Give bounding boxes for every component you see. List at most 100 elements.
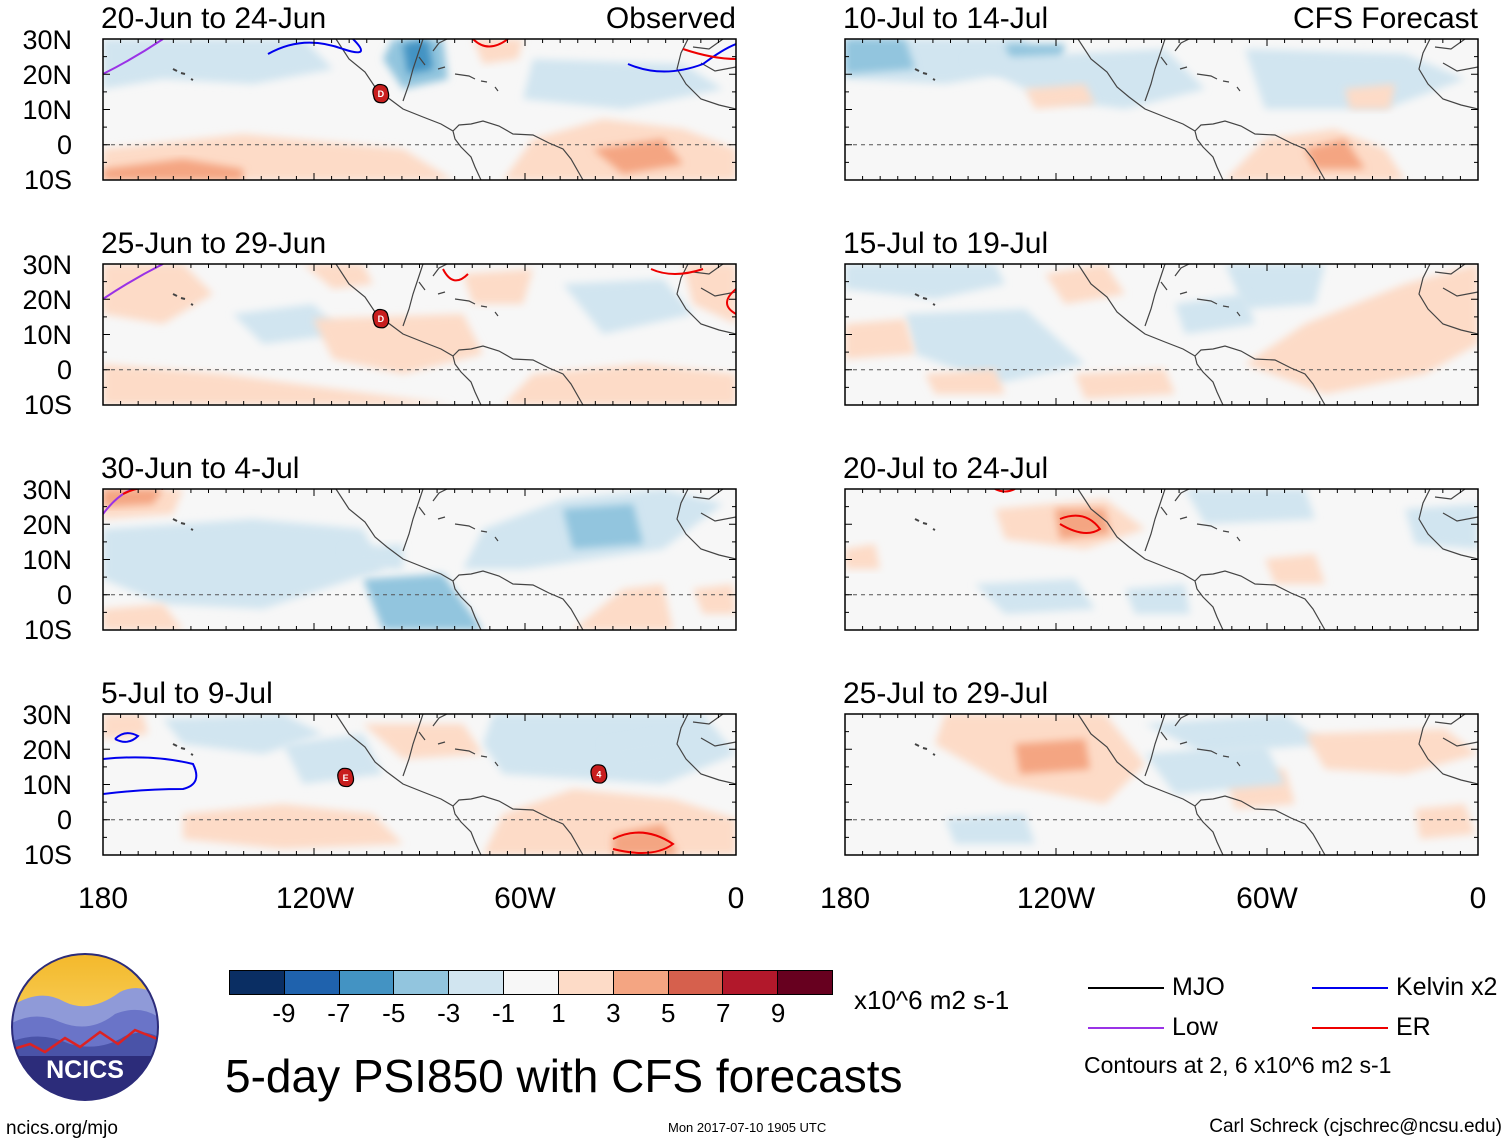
anomaly-region (945, 814, 1035, 844)
colorbar-label: -7 (327, 998, 351, 1028)
colorbar-cell (449, 971, 505, 994)
anomaly-region (1305, 139, 1365, 169)
ytick-10n: 10N (22, 770, 72, 800)
colorbar-label: 1 (551, 998, 566, 1028)
storm-symbol-icon (372, 83, 390, 104)
caribbean-islands (418, 281, 499, 317)
colorbar-units: x10^6 m2 s-1 (854, 985, 1010, 1015)
coastline (335, 714, 584, 855)
legend-low: Low (1088, 1013, 1218, 1042)
anomaly-region (965, 49, 1205, 109)
anomaly-region (1145, 744, 1285, 794)
panel-title-20jun-24jun: 20-Jun to 24-Jun (101, 2, 327, 35)
coastline (335, 489, 584, 630)
anomaly-region (303, 264, 373, 289)
ytick-10s: 10S (23, 390, 72, 420)
ytick-20n: 20N (22, 60, 72, 90)
hawaii-islands (172, 743, 194, 756)
wave-contour (726, 288, 736, 315)
xtick-120w-right: 120W (1016, 882, 1096, 915)
wave-contour (1059, 514, 1102, 534)
legend-er: ER (1312, 1013, 1431, 1042)
storm-letter: E (343, 773, 349, 783)
legend-label-er: ER (1396, 1013, 1431, 1041)
caribbean-islands (1160, 281, 1241, 317)
colorbar-label: -1 (491, 998, 516, 1028)
hawaii-islands (914, 518, 936, 531)
caribbean-islands (418, 506, 499, 542)
wave-contour (650, 268, 704, 275)
coastline (335, 39, 584, 180)
anomaly-region (1125, 584, 1190, 614)
anomaly-region (573, 584, 673, 630)
ytick-0: 0 (56, 805, 72, 835)
anomaly-region (103, 519, 383, 609)
ncics-logo: NCICS (11, 953, 159, 1101)
anomaly-region (103, 39, 333, 89)
tropical-storm-marker: 4 (590, 764, 608, 784)
ytick-30n: 30N (22, 475, 72, 505)
legend-line-mjo (1088, 986, 1164, 989)
wave-contour (114, 732, 140, 743)
cfs-forecast-column-label: CFS Forecast (1292, 2, 1478, 35)
anomaly-region (603, 734, 683, 774)
anomaly-region (463, 269, 533, 304)
map-panel (102, 713, 737, 856)
wave-contour (103, 39, 164, 75)
anomaly-region (1405, 504, 1478, 549)
legend-label-kelvin: Kelvin x2 (1396, 973, 1498, 1001)
anomaly-region (343, 544, 403, 569)
legend-line-kelvin (1312, 986, 1388, 989)
contour-note: Contours at 2, 6 x10^6 m2 s-1 (1084, 1052, 1392, 1078)
ytick-10n: 10N (22, 95, 72, 125)
anomaly-region (1025, 84, 1095, 109)
xtick-180-right: 180 (819, 882, 871, 915)
hawaii-islands (172, 518, 194, 531)
caribbean-islands (1160, 731, 1241, 767)
panel-title-15jul-19jul: 15-Jul to 19-Jul (843, 227, 1049, 260)
ytick-0: 0 (56, 580, 72, 610)
coastline (1077, 489, 1326, 630)
colorbar-cell (339, 971, 395, 994)
ytick-10s: 10S (23, 615, 72, 645)
wave-contour (103, 756, 198, 795)
colorbar-cell (668, 971, 724, 994)
colorbar-cell (613, 971, 669, 994)
storm-letter: D (378, 89, 385, 99)
hawaii-islands (914, 293, 936, 306)
anomaly-region (683, 264, 736, 324)
tropical-storm-marker: D (372, 308, 390, 329)
colorbar-cell (778, 971, 832, 994)
map-panel (102, 488, 737, 631)
wave-contour (627, 43, 736, 73)
anomaly-region (363, 574, 483, 630)
legend-label-low: Low (1172, 1013, 1218, 1041)
tropical-storm-marker: E (337, 767, 355, 788)
wave-contour (472, 39, 509, 48)
colorbar-label: -9 (272, 998, 296, 1028)
map-panel (844, 488, 1479, 631)
anomaly-region (845, 264, 1005, 299)
anomaly-region (1345, 84, 1395, 109)
map-panel (844, 713, 1479, 856)
colorbar-label: -5 (382, 998, 406, 1028)
anomaly-region (905, 309, 1085, 384)
footer-url[interactable]: ncics.org/mjo (6, 1118, 118, 1139)
ytick-10s: 10S (23, 840, 72, 870)
anomaly-region (1175, 294, 1255, 334)
anomaly-region (1265, 554, 1325, 584)
anomaly-region (103, 714, 148, 739)
colorbar-cell (723, 971, 779, 994)
panel-title-5jul-9jul: 5-Jul to 9-Jul (101, 677, 273, 710)
ytick-10n: 10N (22, 545, 72, 575)
ytick-30n: 30N (22, 700, 72, 730)
anomaly-region (283, 734, 383, 784)
anomaly-region (103, 264, 213, 324)
wave-contour (103, 264, 164, 300)
anomaly-region (593, 139, 683, 174)
colorbar (229, 970, 833, 995)
storm-symbol-icon (590, 764, 608, 784)
anomaly-region (1015, 739, 1090, 774)
tropical-storm-marker: D (372, 83, 390, 104)
ytick-20n: 20N (22, 510, 72, 540)
